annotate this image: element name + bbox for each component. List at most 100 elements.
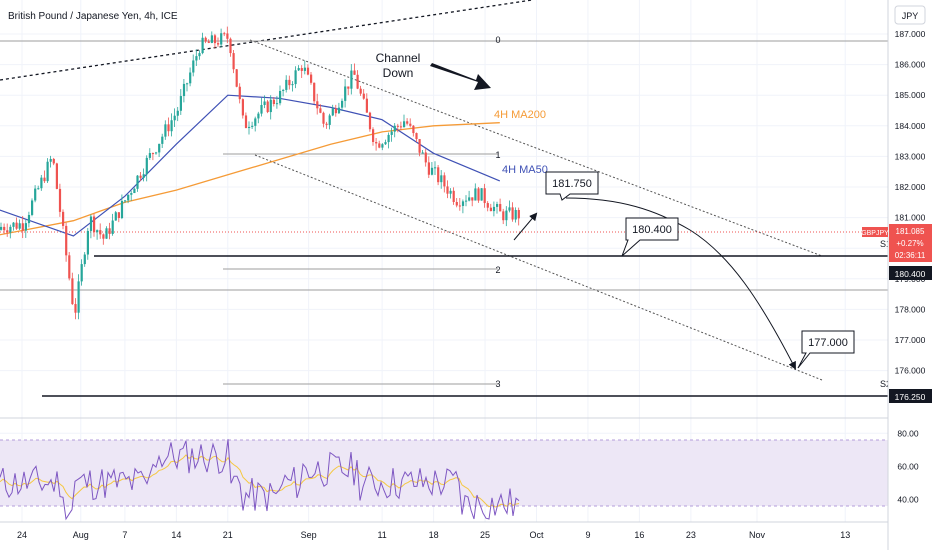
price-tick-label: 187.000 (895, 29, 926, 39)
candle-body (248, 126, 251, 129)
fib-label-3: 3 (495, 379, 500, 389)
candle-body (86, 230, 89, 255)
candle-body (96, 230, 99, 233)
candle-body (465, 200, 468, 202)
candle-body (182, 83, 186, 97)
candle-body (313, 82, 316, 102)
projection-arrow-up (513, 212, 538, 241)
ma200-line (0, 122, 500, 236)
rsi-axis-ticks: 80.00 60.00 40.00 (897, 428, 919, 504)
currency-button[interactable] (894, 5, 926, 25)
rsi-tick-label: 60.00 (897, 461, 919, 471)
candle-body (353, 70, 356, 75)
candle-body (291, 84, 294, 86)
candle-body (275, 103, 279, 105)
time-tick-label: 21 (223, 530, 233, 540)
price-tick-label: 177.000 (895, 335, 926, 345)
target-callout-177000: 177.000 (797, 330, 855, 369)
time-tick-label: Aug (73, 530, 89, 540)
candle-body (65, 225, 68, 256)
candle-body (322, 112, 325, 124)
candle-body (18, 223, 21, 229)
candle-body (204, 37, 207, 42)
candle-body (279, 90, 282, 104)
candle-body (502, 211, 505, 221)
last-price: 181.085 (896, 227, 925, 236)
channel-upper-line (249, 39, 823, 257)
candle-body (241, 99, 244, 116)
candle-body (458, 205, 461, 207)
candle-body (24, 223, 27, 231)
candle-body (46, 161, 49, 182)
candle-body (511, 207, 514, 220)
candle-body (176, 110, 179, 116)
fib-label-0: 0 (495, 35, 500, 45)
time-tick-label: 14 (171, 530, 181, 540)
time-tick-label: 7 (122, 530, 127, 540)
bar-countdown: 02:36:11 (895, 251, 926, 260)
candle-body (198, 53, 201, 57)
candle-body (514, 209, 517, 220)
candle-body (508, 207, 511, 211)
candle-body (356, 74, 359, 89)
candle-body (406, 121, 409, 124)
time-tick-label: 23 (686, 530, 696, 540)
price-tick-label: 186.000 (895, 60, 926, 70)
price-tick-label: 178.000 (895, 304, 926, 314)
candle-body (142, 174, 145, 178)
candles (0, 26, 520, 320)
candle-body (120, 200, 124, 219)
candle-body (300, 68, 303, 71)
time-tick-label: 24 (17, 530, 27, 540)
candle-body (288, 79, 291, 86)
candle-body (77, 281, 80, 313)
time-tick-label: Nov (749, 530, 766, 540)
candle-body (80, 264, 83, 282)
candle-body (372, 129, 375, 143)
candle-body (217, 43, 220, 45)
candle-body (99, 230, 102, 235)
candle-body (344, 86, 347, 101)
candle-body (328, 115, 331, 125)
candle-body (114, 212, 117, 221)
symbol-badge (862, 227, 888, 237)
price-tick-label: 185.000 (895, 90, 926, 100)
channel-label-line1: Channel (376, 51, 421, 65)
candle-body (505, 210, 508, 221)
candle-body (306, 67, 310, 75)
candle-body (0, 226, 3, 230)
candle-body (145, 157, 148, 175)
candle-body (229, 38, 232, 54)
symbol-badge-text: GBPJPY (861, 230, 889, 237)
time-tick-label: Sep (301, 530, 317, 540)
candle-body (189, 72, 192, 84)
candle-body (130, 193, 133, 195)
candle-body (37, 188, 40, 190)
candle-body (244, 115, 248, 129)
s2-price-badge (889, 389, 932, 403)
candle-body (480, 188, 483, 201)
candle-body (192, 60, 195, 73)
candle-body (396, 125, 399, 127)
candle-body (341, 100, 344, 108)
candle-body (440, 175, 443, 183)
candle-body (3, 226, 6, 231)
candle-body (155, 152, 158, 154)
candle-body (111, 220, 114, 234)
candle-body (269, 99, 272, 113)
candle-body (362, 93, 365, 99)
candle-body (93, 216, 96, 233)
candle-body (235, 69, 238, 87)
fib-label-1: 1 (495, 150, 500, 160)
candle-body (124, 200, 127, 202)
candle-body (331, 108, 334, 116)
candle-body (449, 190, 452, 194)
candle-body (210, 35, 213, 43)
time-tick-label: Oct (529, 530, 544, 540)
candle-body (384, 142, 387, 145)
candle-body (74, 304, 77, 313)
candle-body (127, 194, 130, 201)
time-tick-label: 25 (480, 530, 490, 540)
candle-body (21, 223, 24, 231)
